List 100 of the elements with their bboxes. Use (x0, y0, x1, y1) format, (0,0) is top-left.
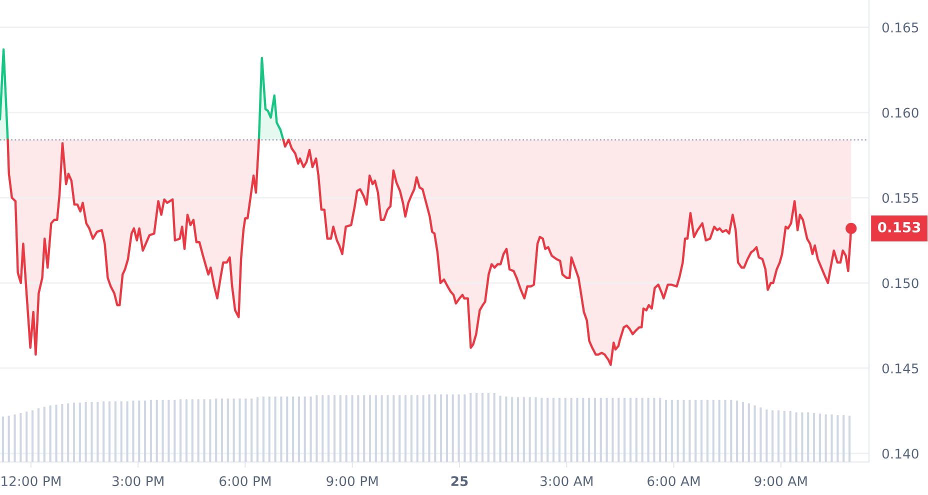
bar (368, 395, 372, 462)
bar (72, 402, 76, 462)
bar (250, 398, 253, 462)
bar (14, 414, 16, 462)
bar (156, 400, 158, 462)
bar (493, 393, 496, 462)
bar (446, 394, 448, 462)
bar (528, 397, 531, 462)
bar (848, 416, 851, 462)
bar (37, 408, 40, 462)
bar (32, 410, 34, 462)
bar (78, 402, 81, 462)
bar (824, 414, 827, 462)
y-tick-label: 0.150 (882, 278, 918, 288)
bar (328, 395, 330, 462)
bar (416, 395, 418, 462)
bar (162, 400, 164, 462)
bar (2, 416, 4, 462)
bar (801, 412, 804, 462)
bar (180, 399, 182, 462)
bar (487, 393, 490, 462)
bar (612, 398, 614, 462)
bar (481, 393, 484, 462)
bar (292, 396, 294, 462)
bar (238, 398, 241, 462)
bar (842, 415, 845, 462)
bar (476, 393, 478, 462)
bar (8, 416, 10, 462)
bar (452, 394, 454, 462)
bar (404, 395, 407, 462)
x-tick-label: 9:00 AM (754, 476, 807, 486)
bar (428, 394, 430, 462)
bar (386, 395, 389, 462)
bar (108, 401, 111, 462)
bar (830, 414, 833, 462)
bar (138, 400, 140, 462)
bar (676, 400, 679, 462)
bar (653, 398, 656, 462)
y-tick-label: 0.165 (882, 22, 918, 32)
bar (316, 395, 318, 462)
bar (392, 395, 395, 462)
y-tick-label: 0.155 (882, 192, 918, 203)
bar (132, 400, 134, 462)
bar (582, 398, 584, 462)
bar (43, 406, 46, 462)
bar (351, 395, 354, 462)
bar (345, 395, 348, 462)
bar (700, 400, 703, 462)
bar (570, 398, 572, 462)
bar (670, 400, 673, 462)
y-tick-label: 0.160 (882, 108, 918, 118)
bar (594, 398, 596, 462)
x-tick-label: 12:00 PM (2, 476, 60, 486)
bar (777, 410, 780, 462)
bar (215, 398, 218, 462)
bar (84, 402, 87, 462)
bar (220, 398, 224, 462)
bar (624, 398, 626, 462)
bar (96, 402, 99, 462)
bar (274, 396, 276, 462)
bar (304, 396, 306, 462)
bar (748, 403, 750, 462)
bar (522, 397, 525, 462)
bar (298, 396, 300, 462)
bar (694, 400, 697, 462)
bar (458, 394, 460, 462)
bar (546, 398, 549, 462)
bar (558, 398, 560, 462)
bar (606, 398, 608, 462)
bar (286, 396, 288, 462)
bar (766, 410, 768, 462)
bar (144, 400, 146, 462)
bar (434, 394, 436, 462)
bar (150, 400, 152, 462)
bar (647, 398, 650, 462)
bar (659, 398, 662, 462)
bar (742, 402, 744, 462)
bar (197, 399, 200, 462)
bar (174, 400, 176, 462)
bar (380, 395, 383, 462)
x-tick-label: 25 (451, 476, 468, 486)
bar (114, 401, 116, 462)
bar (126, 401, 128, 462)
bar (363, 395, 366, 462)
bar (511, 397, 514, 462)
bar (576, 398, 578, 462)
x-tick-label: 6:00 PM (220, 476, 271, 486)
bar (505, 396, 508, 462)
bar (772, 410, 774, 462)
bar (795, 412, 798, 462)
bar (540, 398, 543, 462)
bar (760, 407, 762, 462)
bar (410, 395, 412, 462)
bar (256, 397, 259, 462)
bar (398, 395, 401, 462)
bar (516, 397, 520, 462)
x-tick-label: 3:00 PM (112, 476, 164, 486)
bar (209, 399, 212, 462)
bar (90, 402, 93, 462)
bar (226, 398, 229, 462)
